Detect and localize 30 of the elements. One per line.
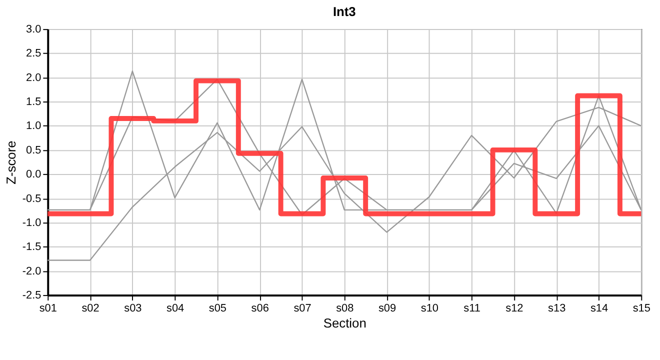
x-tick-label: s07 <box>294 302 312 314</box>
y-tick-label: 1.5 <box>26 96 42 108</box>
y-tick-label: 1.0 <box>26 120 42 132</box>
y-tick-label: 0.5 <box>26 144 42 156</box>
x-axis-title: Section <box>323 315 366 330</box>
y-tick-label: 3.0 <box>26 24 42 36</box>
y-tick-label: -2.0 <box>22 265 42 278</box>
x-tick-label: s06 <box>251 302 269 314</box>
y-tick-label: -0.5 <box>22 192 42 205</box>
y-axis-title: Z-score <box>3 140 18 184</box>
x-tick-label: s13 <box>548 302 566 314</box>
x-tick-label: s04 <box>166 302 184 314</box>
y-tick-label: -1.0 <box>22 216 42 229</box>
x-tick-label: s12 <box>506 302 524 314</box>
x-tick-label: s09 <box>378 302 396 314</box>
x-tick-label: s08 <box>336 302 354 314</box>
x-tick-label: s01 <box>39 302 57 314</box>
x-tick-label: s02 <box>82 302 100 314</box>
chart-title: Int3 <box>332 4 356 20</box>
y-tick-label: 0.0 <box>26 168 42 181</box>
y-tick-label: 2.0 <box>26 72 42 84</box>
x-tick-label: s15 <box>632 302 650 314</box>
x-tick-label: s10 <box>420 302 438 314</box>
y-tick-label: -2.5 <box>22 290 42 302</box>
x-tick-label: s05 <box>208 302 227 314</box>
x-tick-label: s14 <box>590 302 608 314</box>
y-tick-label: 2.5 <box>26 48 42 60</box>
y-tick-label: -1.5 <box>22 241 42 254</box>
x-tick-label: s03 <box>124 302 142 314</box>
x-tick-label: s11 <box>464 302 480 314</box>
